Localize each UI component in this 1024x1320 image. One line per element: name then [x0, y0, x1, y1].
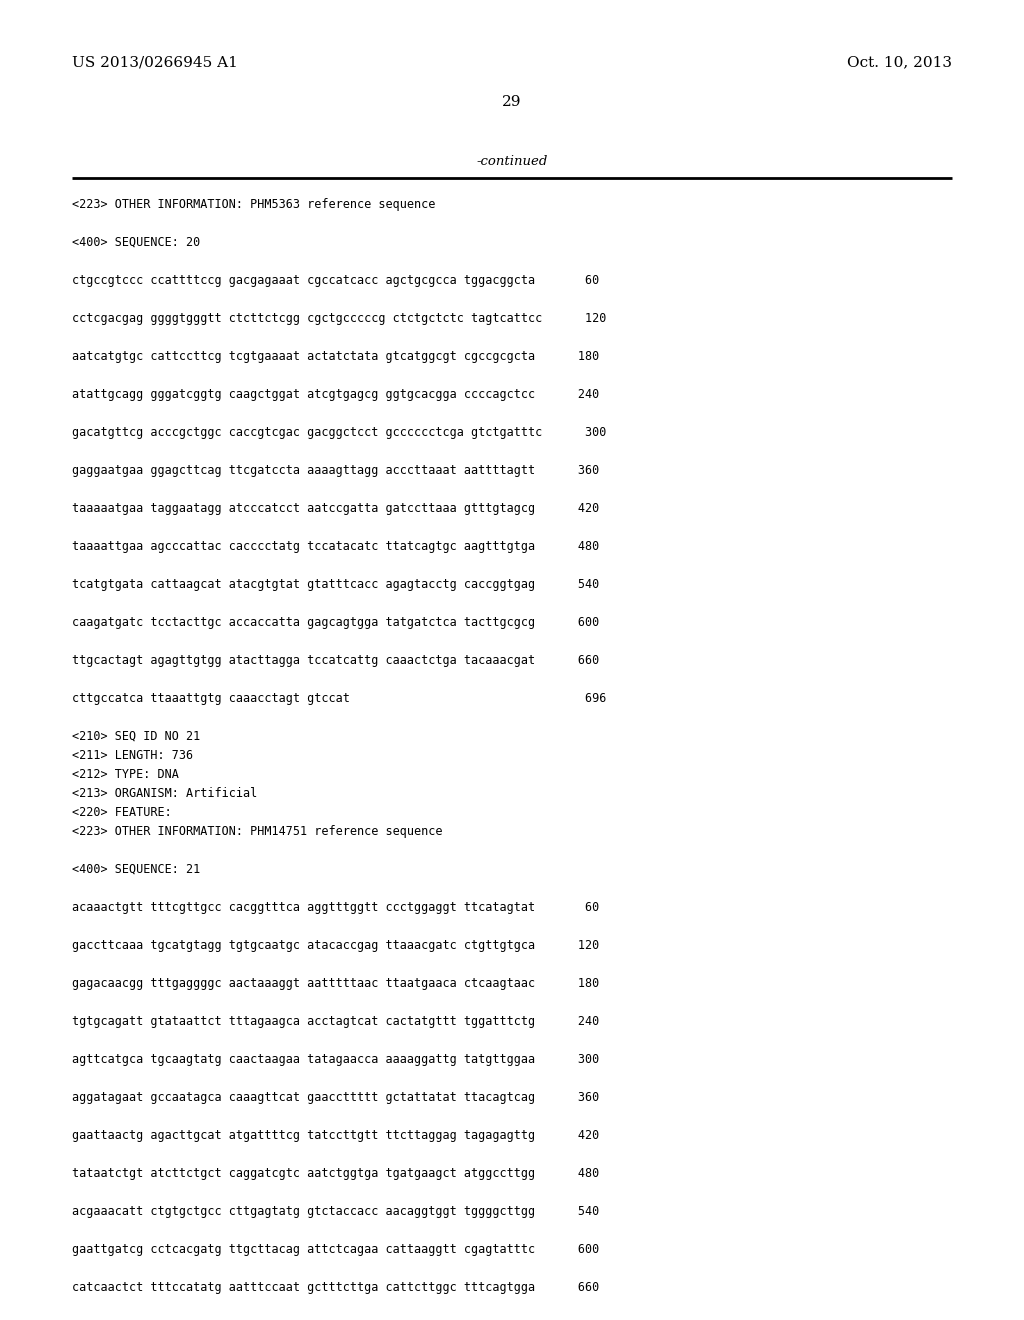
Text: cttgccatca ttaaattgtg caaacctagt gtccat                                 696: cttgccatca ttaaattgtg caaacctagt gtccat … [72, 692, 606, 705]
Text: <213> ORGANISM: Artificial: <213> ORGANISM: Artificial [72, 787, 257, 800]
Text: tcatgtgata cattaagcat atacgtgtat gtatttcacc agagtacctg caccggtgag      540: tcatgtgata cattaagcat atacgtgtat gtatttc… [72, 578, 599, 591]
Text: acgaaacatt ctgtgctgcc cttgagtatg gtctaccacc aacaggtggt tggggcttgg      540: acgaaacatt ctgtgctgcc cttgagtatg gtctacc… [72, 1205, 599, 1218]
Text: <211> LENGTH: 736: <211> LENGTH: 736 [72, 748, 194, 762]
Text: ttgcactagt agagttgtgg atacttagga tccatcattg caaactctga tacaaacgat      660: ttgcactagt agagttgtgg atacttagga tccatca… [72, 653, 599, 667]
Text: taaaaatgaa taggaatagg atcccatcct aatccgatta gatccttaaa gtttgtagcg      420: taaaaatgaa taggaatagg atcccatcct aatccga… [72, 502, 599, 515]
Text: ctgccgtccc ccattttccg gacgagaaat cgccatcacc agctgcgcca tggacggcta       60: ctgccgtccc ccattttccg gacgagaaat cgccatc… [72, 275, 599, 286]
Text: gaccttcaaa tgcatgtagg tgtgcaatgc atacaccgag ttaaacgatc ctgttgtgca      120: gaccttcaaa tgcatgtagg tgtgcaatgc atacacc… [72, 939, 599, 952]
Text: catcaactct tttccatatg aatttccaat gctttcttga cattcttggc tttcagtgga      660: catcaactct tttccatatg aatttccaat gctttct… [72, 1280, 599, 1294]
Text: gaattaactg agacttgcat atgattttcg tatccttgtt ttcttaggag tagagagttg      420: gaattaactg agacttgcat atgattttcg tatcctt… [72, 1129, 599, 1142]
Text: <400> SEQUENCE: 20: <400> SEQUENCE: 20 [72, 236, 201, 249]
Text: <223> OTHER INFORMATION: PHM14751 reference sequence: <223> OTHER INFORMATION: PHM14751 refere… [72, 825, 442, 838]
Text: <220> FEATURE:: <220> FEATURE: [72, 807, 172, 818]
Text: gaggaatgaa ggagcttcag ttcgatccta aaaagttagg acccttaaat aattttagtt      360: gaggaatgaa ggagcttcag ttcgatccta aaaagtt… [72, 465, 599, 477]
Text: acaaactgtt tttcgttgcc cacggtttca aggtttggtt ccctggaggt ttcatagtat       60: acaaactgtt tttcgttgcc cacggtttca aggtttg… [72, 902, 599, 913]
Text: <212> TYPE: DNA: <212> TYPE: DNA [72, 768, 179, 781]
Text: cctcgacgag ggggtgggtt ctcttctcgg cgctgcccccg ctctgctctc tagtcattcc      120: cctcgacgag ggggtgggtt ctcttctcgg cgctgcc… [72, 312, 606, 325]
Text: atattgcagg gggatcggtg caagctggat atcgtgagcg ggtgcacgga ccccagctcc      240: atattgcagg gggatcggtg caagctggat atcgtga… [72, 388, 599, 401]
Text: gaattgatcg cctcacgatg ttgcttacag attctcagaa cattaaggtt cgagtatttc      600: gaattgatcg cctcacgatg ttgcttacag attctca… [72, 1243, 599, 1257]
Text: caagatgatc tcctacttgc accaccatta gagcagtgga tatgatctca tacttgcgcg      600: caagatgatc tcctacttgc accaccatta gagcagt… [72, 616, 599, 630]
Text: 29: 29 [502, 95, 522, 110]
Text: tataatctgt atcttctgct caggatcgtc aatctggtga tgatgaagct atggccttgg      480: tataatctgt atcttctgct caggatcgtc aatctgg… [72, 1167, 599, 1180]
Text: <223> OTHER INFORMATION: PHM5363 reference sequence: <223> OTHER INFORMATION: PHM5363 referen… [72, 198, 435, 211]
Text: taaaattgaa agcccattac cacccctatg tccatacatc ttatcagtgc aagtttgtga      480: taaaattgaa agcccattac cacccctatg tccatac… [72, 540, 599, 553]
Text: Oct. 10, 2013: Oct. 10, 2013 [847, 55, 952, 69]
Text: -continued: -continued [476, 154, 548, 168]
Text: aatcatgtgc cattccttcg tcgtgaaaat actatctata gtcatggcgt cgccgcgcta      180: aatcatgtgc cattccttcg tcgtgaaaat actatct… [72, 350, 599, 363]
Text: US 2013/0266945 A1: US 2013/0266945 A1 [72, 55, 238, 69]
Text: agttcatgca tgcaagtatg caactaagaa tatagaacca aaaaggattg tatgttggaa      300: agttcatgca tgcaagtatg caactaagaa tatagaa… [72, 1053, 599, 1067]
Text: aggatagaat gccaatagca caaagttcat gaaccttttt gctattatat ttacagtcag      360: aggatagaat gccaatagca caaagttcat gaacctt… [72, 1092, 599, 1104]
Text: <400> SEQUENCE: 21: <400> SEQUENCE: 21 [72, 863, 201, 876]
Text: gagacaacgg tttgaggggc aactaaaggt aatttttaac ttaatgaaca ctcaagtaac      180: gagacaacgg tttgaggggc aactaaaggt aattttt… [72, 977, 599, 990]
Text: <210> SEQ ID NO 21: <210> SEQ ID NO 21 [72, 730, 201, 743]
Text: gacatgttcg acccgctggc caccgtcgac gacggctcct gcccccctcga gtctgatttc      300: gacatgttcg acccgctggc caccgtcgac gacggct… [72, 426, 606, 440]
Text: tgtgcagatt gtataattct tttagaagca acctagtcat cactatgttt tggatttctg      240: tgtgcagatt gtataattct tttagaagca acctagt… [72, 1015, 599, 1028]
